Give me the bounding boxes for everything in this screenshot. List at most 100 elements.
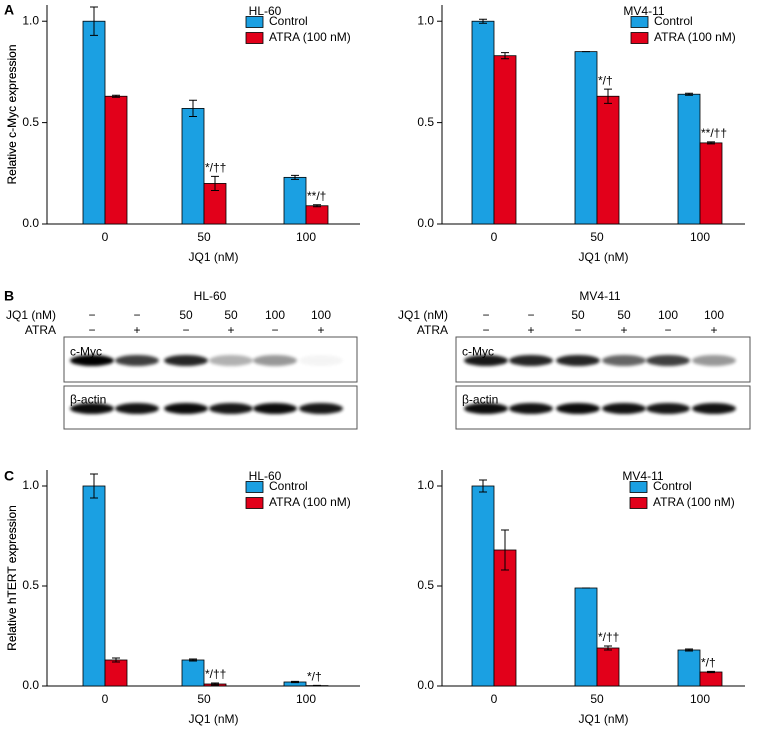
y-axis-label: Relative c-Myc expression (5, 44, 19, 184)
blot-title: HL-60 (194, 289, 227, 303)
band (299, 355, 343, 366)
y-tick-label: 1.0 (22, 13, 39, 27)
bar (182, 108, 204, 224)
lane-jq1: 50 (179, 308, 193, 322)
band (164, 355, 208, 366)
x-tick-label: 100 (690, 230, 710, 244)
lane-atra: + (133, 323, 140, 337)
bar (575, 588, 597, 686)
lane-atra: − (482, 323, 489, 337)
band (602, 355, 646, 366)
panel-label: C (4, 468, 14, 484)
band (299, 403, 343, 414)
lane-jq1: 50 (617, 308, 631, 322)
y-axis-label: Relative hTERT expression (5, 505, 19, 651)
band (253, 403, 297, 414)
band (253, 355, 297, 366)
x-axis-label: JQ1 (nM) (188, 712, 238, 726)
lane-jq1: − (88, 308, 95, 322)
legend-swatch (246, 17, 263, 28)
band (115, 355, 159, 366)
y-tick-label: 0.0 (417, 678, 434, 692)
lane-atra: + (527, 323, 534, 337)
y-tick-label: 1.0 (417, 13, 434, 27)
annotation: **/† (307, 189, 326, 203)
y-tick-label: 0.0 (22, 678, 39, 692)
annotation: */†† (598, 630, 619, 644)
bar (575, 52, 597, 224)
lane-atra: + (710, 323, 717, 337)
y-tick-label: 0.5 (417, 578, 434, 592)
x-tick-label: 0 (102, 692, 109, 706)
bar (678, 650, 700, 686)
x-tick-label: 50 (197, 230, 211, 244)
band (646, 355, 690, 366)
legend-label: Control (269, 14, 308, 28)
y-tick-label: 1.0 (22, 478, 39, 492)
row-label: ATRA (417, 323, 448, 337)
lane-jq1: − (133, 308, 140, 322)
annotation: */† (598, 73, 613, 87)
band (509, 355, 553, 366)
x-tick-label: 50 (197, 692, 211, 706)
lane-jq1: 100 (265, 308, 285, 322)
lane-jq1: 50 (571, 308, 585, 322)
bar (597, 96, 619, 224)
legend-swatch (246, 498, 263, 509)
legend-swatch (246, 482, 263, 493)
band (556, 355, 600, 366)
lane-atra: + (227, 323, 234, 337)
x-tick-label: 0 (102, 230, 109, 244)
x-axis-label: JQ1 (nM) (578, 712, 628, 726)
legend-swatch (246, 33, 263, 44)
lane-atra: − (182, 323, 189, 337)
x-tick-label: 50 (590, 230, 604, 244)
legend-label: Control (653, 479, 692, 493)
legend-label: Control (269, 479, 308, 493)
row-label: JQ1 (nM) (6, 308, 56, 322)
legend-swatch (630, 482, 647, 493)
bar (700, 672, 722, 686)
band (209, 403, 253, 414)
band-label: β-actin (462, 393, 498, 407)
lane-jq1: 100 (658, 308, 678, 322)
bar (472, 486, 494, 686)
band (209, 355, 253, 366)
band (602, 403, 646, 414)
annotation: */† (307, 670, 322, 684)
bar (700, 143, 722, 224)
blot-title: MV4-11 (579, 289, 620, 303)
x-tick-label: 100 (296, 230, 316, 244)
lane-jq1: 50 (224, 308, 238, 322)
legend-swatch (631, 33, 648, 44)
band (556, 403, 600, 414)
lane-jq1: 100 (311, 308, 331, 322)
x-tick-label: 0 (491, 692, 498, 706)
band (115, 403, 159, 414)
band (164, 403, 208, 414)
bar (83, 486, 105, 686)
bar (105, 660, 127, 686)
band (509, 403, 553, 414)
bar (306, 206, 328, 224)
annotation: */† (701, 656, 716, 670)
band (692, 403, 736, 414)
lane-jq1: − (482, 308, 489, 322)
y-tick-label: 0.5 (22, 115, 39, 129)
bar (472, 21, 494, 224)
bar (182, 660, 204, 686)
row-label: ATRA (25, 323, 56, 337)
annotation: */†† (205, 667, 226, 681)
bar (597, 648, 619, 686)
x-tick-label: 100 (296, 692, 316, 706)
panel-label: A (4, 2, 14, 18)
band-label: c-Myc (462, 345, 494, 359)
y-tick-label: 0.5 (22, 578, 39, 592)
panel-label: B (4, 288, 14, 304)
lane-jq1: − (527, 308, 534, 322)
legend-label: ATRA (100 nM) (269, 495, 351, 509)
x-axis-label: JQ1 (nM) (578, 250, 628, 264)
x-tick-label: 100 (690, 692, 710, 706)
lane-atra: + (620, 323, 627, 337)
